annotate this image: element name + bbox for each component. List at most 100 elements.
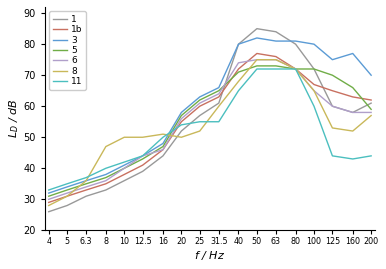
1 bbox=[350, 111, 355, 114]
3 bbox=[255, 36, 259, 40]
1 bbox=[274, 30, 278, 33]
1b bbox=[350, 95, 355, 98]
6 bbox=[293, 67, 298, 70]
6 bbox=[103, 179, 108, 182]
1b bbox=[312, 83, 316, 86]
5 bbox=[161, 145, 165, 148]
6 bbox=[141, 154, 145, 157]
Y-axis label: $L_D$ / dB: $L_D$ / dB bbox=[7, 99, 21, 138]
11 bbox=[84, 176, 88, 179]
1b bbox=[46, 201, 51, 204]
3 bbox=[198, 95, 202, 98]
8 bbox=[65, 194, 69, 198]
1b bbox=[65, 194, 69, 198]
5 bbox=[103, 176, 108, 179]
1 bbox=[255, 27, 259, 30]
5 bbox=[217, 89, 221, 92]
1 bbox=[65, 204, 69, 207]
11 bbox=[65, 182, 69, 185]
1b bbox=[330, 89, 335, 92]
6 bbox=[179, 117, 184, 120]
6 bbox=[65, 192, 69, 195]
5 bbox=[141, 157, 145, 161]
1 bbox=[217, 101, 221, 105]
1b bbox=[274, 55, 278, 58]
5 bbox=[274, 64, 278, 68]
3 bbox=[103, 173, 108, 176]
1b bbox=[369, 98, 373, 102]
Legend: 1, 1b, 3, 5, 6, 8, 11: 1, 1b, 3, 5, 6, 8, 11 bbox=[49, 12, 86, 90]
11 bbox=[161, 136, 165, 139]
5 bbox=[312, 67, 316, 70]
1 bbox=[179, 129, 184, 133]
6 bbox=[236, 61, 241, 64]
1b bbox=[198, 105, 202, 108]
3 bbox=[274, 40, 278, 43]
3 bbox=[122, 164, 127, 167]
8 bbox=[198, 129, 202, 133]
Line: 1: 1 bbox=[49, 29, 371, 212]
1b bbox=[179, 120, 184, 123]
8 bbox=[84, 179, 88, 182]
1b bbox=[122, 173, 127, 176]
6 bbox=[274, 58, 278, 61]
1 bbox=[369, 101, 373, 105]
1 bbox=[84, 194, 88, 198]
11 bbox=[46, 188, 51, 192]
1 bbox=[122, 179, 127, 182]
5 bbox=[350, 86, 355, 89]
1 bbox=[236, 43, 241, 46]
11 bbox=[255, 67, 259, 70]
Line: 6: 6 bbox=[49, 60, 371, 199]
8 bbox=[274, 58, 278, 61]
6 bbox=[84, 185, 88, 189]
8 bbox=[350, 129, 355, 133]
5 bbox=[330, 74, 335, 77]
8 bbox=[369, 114, 373, 117]
5 bbox=[369, 108, 373, 111]
11 bbox=[293, 67, 298, 70]
8 bbox=[255, 58, 259, 61]
1b bbox=[161, 148, 165, 151]
6 bbox=[161, 148, 165, 151]
1b bbox=[293, 67, 298, 70]
X-axis label: $f$ / Hz: $f$ / Hz bbox=[195, 249, 225, 262]
8 bbox=[330, 126, 335, 130]
6 bbox=[330, 105, 335, 108]
6 bbox=[122, 167, 127, 170]
8 bbox=[161, 133, 165, 136]
1b bbox=[141, 164, 145, 167]
3 bbox=[236, 43, 241, 46]
11 bbox=[236, 89, 241, 92]
8 bbox=[217, 105, 221, 108]
3 bbox=[293, 40, 298, 43]
3 bbox=[65, 185, 69, 189]
11 bbox=[369, 154, 373, 157]
8 bbox=[293, 67, 298, 70]
11 bbox=[330, 154, 335, 157]
6 bbox=[46, 198, 51, 201]
11 bbox=[274, 67, 278, 70]
8 bbox=[141, 136, 145, 139]
3 bbox=[46, 192, 51, 195]
6 bbox=[350, 111, 355, 114]
8 bbox=[46, 204, 51, 207]
6 bbox=[255, 58, 259, 61]
Line: 1b: 1b bbox=[49, 54, 371, 202]
6 bbox=[217, 92, 221, 95]
1b bbox=[84, 188, 88, 192]
8 bbox=[179, 136, 184, 139]
5 bbox=[65, 188, 69, 192]
8 bbox=[122, 136, 127, 139]
3 bbox=[179, 111, 184, 114]
5 bbox=[84, 182, 88, 185]
Line: 5: 5 bbox=[49, 66, 371, 196]
3 bbox=[84, 179, 88, 182]
3 bbox=[217, 86, 221, 89]
3 bbox=[312, 43, 316, 46]
11 bbox=[350, 157, 355, 161]
5 bbox=[293, 67, 298, 70]
3 bbox=[141, 154, 145, 157]
1 bbox=[312, 67, 316, 70]
3 bbox=[350, 52, 355, 55]
